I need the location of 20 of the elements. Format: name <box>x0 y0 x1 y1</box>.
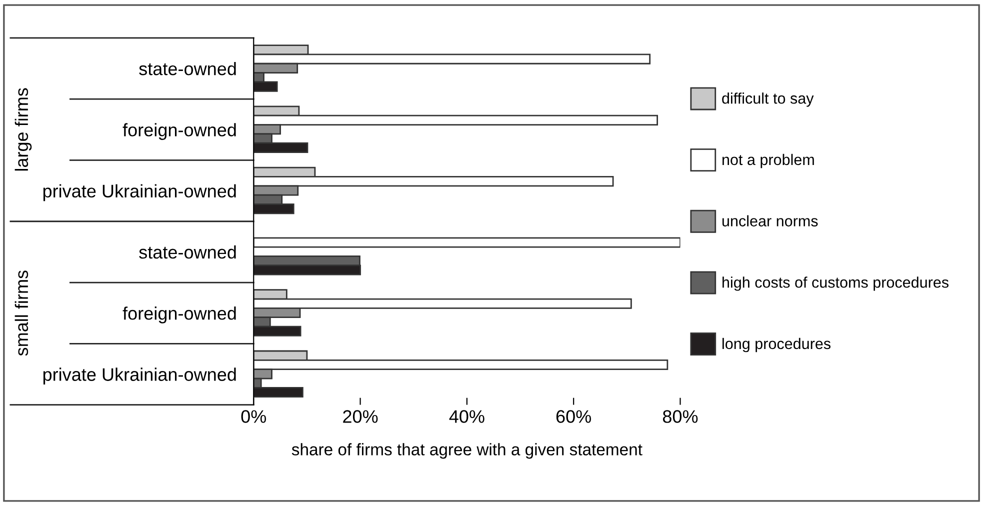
y-tick-label: state-owned <box>139 245 236 259</box>
y-tick-label: private Ukrainian-owned <box>43 184 236 202</box>
legend-label: high costs of customs procedures <box>722 276 949 291</box>
x-tick-label: 0% <box>241 410 266 423</box>
y-tick-label: state-owned <box>139 62 236 76</box>
y-tick-label: private Ukrainian-owned <box>43 368 236 385</box>
legend-label: unclear norms <box>722 215 818 226</box>
legend-label: long procedures <box>722 338 830 352</box>
x-tick-label: 40% <box>449 410 484 423</box>
x-tick-label: 20% <box>343 410 378 423</box>
text: small firms <box>14 270 28 356</box>
legend-label: difficult to say <box>722 92 814 107</box>
bar <box>254 237 680 248</box>
x-tick-label: 60% <box>556 410 592 423</box>
x-axis-title: share of firms that agree with a given statement <box>292 443 642 459</box>
y-tick-label: foreign-owned <box>122 123 236 140</box>
legend-label: not a problem <box>722 154 814 168</box>
x-tick-label: 80% <box>662 410 698 423</box>
y-tick-label: foreign-owned <box>122 306 236 324</box>
text: large firms <box>14 88 32 171</box>
